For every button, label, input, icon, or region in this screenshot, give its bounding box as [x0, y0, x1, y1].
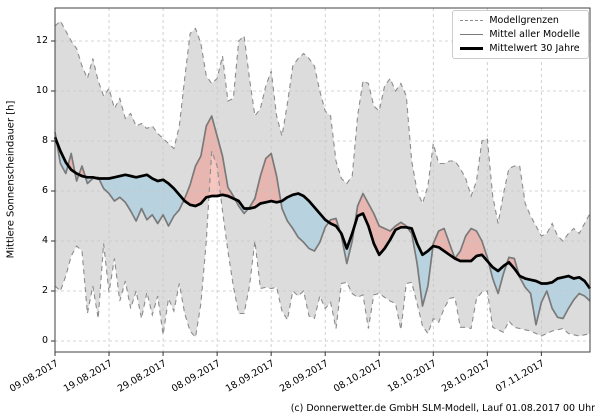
y-tick-label: 4 — [41, 235, 48, 246]
upper-model-boundary — [54, 20, 591, 242]
lower-model-boundary — [54, 150, 591, 339]
legend-label: Mittel aller Modelle — [489, 29, 580, 40]
y-tick-label: 10 — [35, 85, 48, 96]
legend-item-mittelwert-30-jahre: Mittelwert 30 Jahre — [460, 43, 580, 54]
y-axis-label: Mittlere Sonnenscheindauer [h] — [5, 100, 17, 259]
dashed-line-icon — [460, 20, 484, 21]
axis-ticks — [51, 40, 542, 356]
legend: Modellgrenzen Mittel aller Modelle Mitte… — [452, 10, 589, 59]
y-tick-label: 0 — [41, 335, 48, 346]
gray-line-icon — [460, 34, 484, 35]
model-mean-line — [54, 115, 591, 326]
black-line-icon — [460, 47, 484, 50]
legend-item-mittel-aller-modelle: Mittel aller Modelle — [460, 29, 580, 40]
y-tick-label: 6 — [41, 185, 48, 196]
legend-item-modellgrenzen: Modellgrenzen — [460, 15, 580, 26]
y-tick-label: 2 — [41, 285, 48, 296]
plot-frame — [54, 7, 591, 353]
y-tick-label: 8 — [41, 135, 48, 146]
y-tick-label: 12 — [35, 35, 48, 46]
legend-label: Modellgrenzen — [489, 15, 559, 26]
thirty-year-mean-line — [53, 136, 592, 290]
legend-label: Mittelwert 30 Jahre — [489, 43, 580, 54]
copyright-footer: (c) Donnerwetter.de GmbH SLM-Modell, Lau… — [290, 403, 595, 414]
